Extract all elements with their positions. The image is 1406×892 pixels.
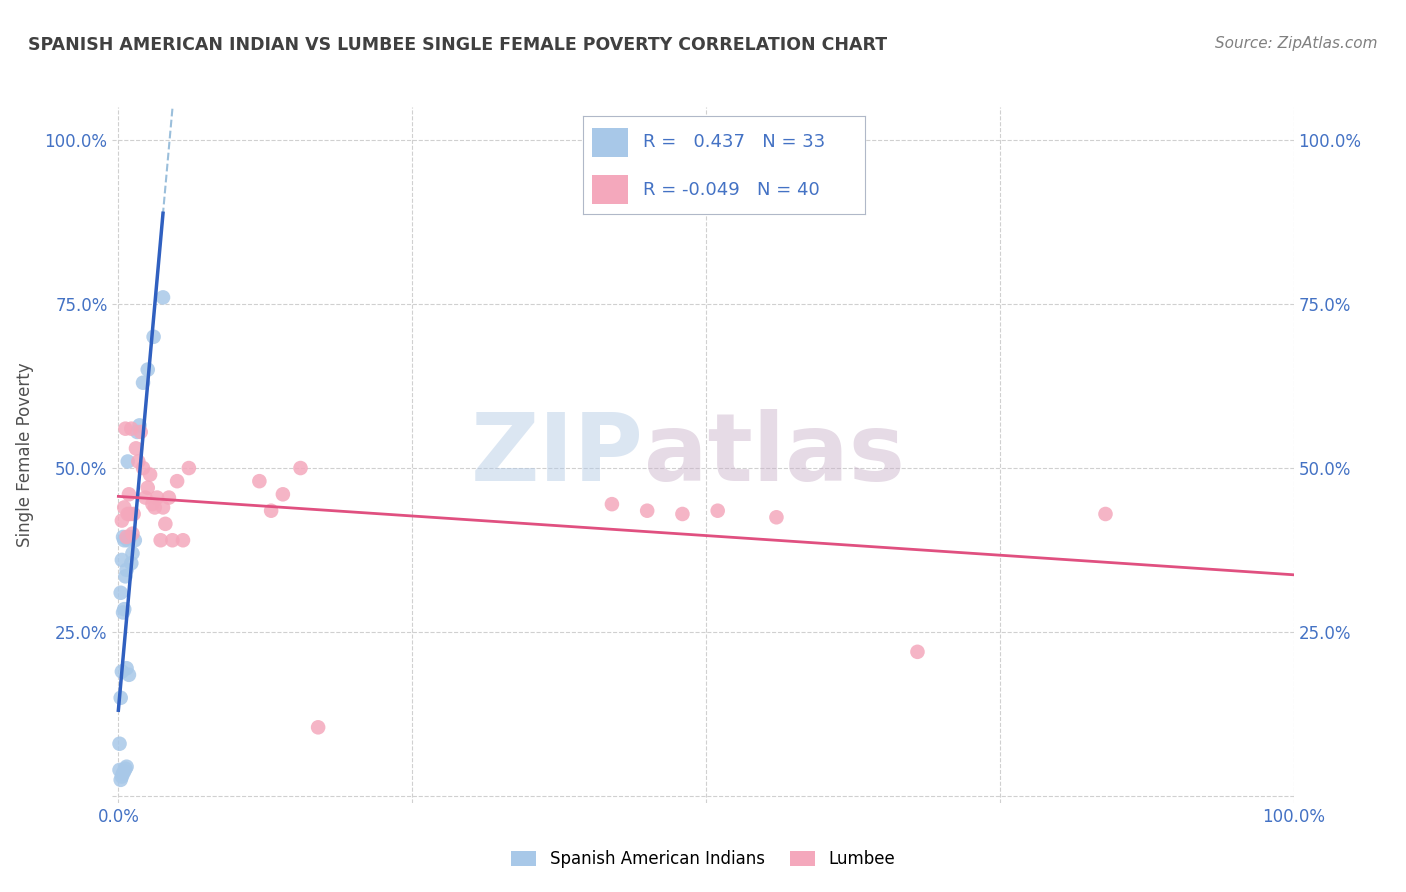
Point (134, 491, 156, 505)
Point (600, 497, 623, 511)
Point (112, 602, 135, 616)
Point (124, 533, 146, 548)
Text: R =   0.437   N = 33: R = 0.437 N = 33 (643, 134, 825, 152)
Point (112, 606, 135, 620)
Text: Source: ZipAtlas.com: Source: ZipAtlas.com (1215, 36, 1378, 51)
Point (671, 507, 693, 521)
Point (141, 497, 163, 511)
Point (907, 645, 929, 659)
Point (118, 668, 141, 682)
Point (121, 526, 143, 541)
Point (117, 454, 139, 468)
Point (127, 454, 149, 468)
Point (260, 504, 283, 518)
Point (108, 737, 131, 751)
Point (110, 772, 132, 787)
Point (172, 533, 194, 548)
Point (152, 500, 174, 515)
Point (120, 507, 142, 521)
Point (112, 500, 135, 515)
Point (118, 530, 141, 544)
Point (765, 510, 787, 524)
Point (112, 533, 135, 548)
Point (136, 481, 159, 495)
Point (177, 461, 200, 475)
Text: SPANISH AMERICAN INDIAN VS LUMBEE SINGLE FEMALE POVERTY CORRELATION CHART: SPANISH AMERICAN INDIAN VS LUMBEE SINGLE… (28, 36, 887, 54)
Point (132, 376, 155, 390)
Point (706, 504, 728, 518)
Point (115, 563, 138, 577)
Point (146, 491, 169, 505)
Point (129, 425, 152, 439)
Point (122, 507, 145, 521)
Point (247, 474, 270, 488)
Point (108, 763, 131, 777)
Point (125, 442, 148, 456)
Point (114, 422, 136, 436)
Point (115, 530, 138, 544)
Text: atlas: atlas (644, 409, 905, 501)
Point (114, 569, 136, 583)
Point (115, 760, 138, 774)
Point (139, 467, 162, 482)
Point (120, 556, 142, 570)
Point (120, 422, 142, 436)
Point (271, 487, 294, 501)
Point (110, 690, 132, 705)
Point (117, 533, 139, 548)
Point (121, 546, 143, 560)
Point (307, 720, 329, 734)
Point (112, 764, 135, 779)
Point (117, 507, 139, 521)
Point (290, 461, 312, 475)
Point (636, 504, 658, 518)
Y-axis label: Single Female Poverty: Single Female Poverty (15, 363, 34, 547)
Point (115, 661, 138, 675)
Point (128, 418, 150, 433)
Point (111, 770, 134, 784)
Point (157, 491, 180, 505)
Bar (592, 175, 628, 204)
Text: ZIP: ZIP (471, 409, 644, 501)
Point (118, 487, 141, 501)
Point (114, 762, 136, 776)
Point (120, 530, 142, 544)
Bar (592, 128, 628, 157)
Point (142, 330, 165, 344)
Point (166, 474, 188, 488)
Point (1094, 507, 1116, 521)
Point (111, 553, 134, 567)
Point (152, 290, 174, 304)
Point (110, 586, 132, 600)
Point (155, 516, 177, 531)
Text: R = -0.049   N = 40: R = -0.049 N = 40 (643, 180, 820, 199)
Point (143, 500, 166, 515)
Point (111, 665, 134, 679)
Legend: Spanish American Indians, Lumbee: Spanish American Indians, Lumbee (505, 844, 901, 875)
Point (132, 461, 155, 475)
Point (111, 514, 134, 528)
Point (162, 533, 184, 548)
Point (136, 362, 159, 376)
Point (127, 425, 149, 439)
Point (149, 533, 172, 548)
Point (112, 530, 135, 544)
Point (112, 766, 135, 780)
